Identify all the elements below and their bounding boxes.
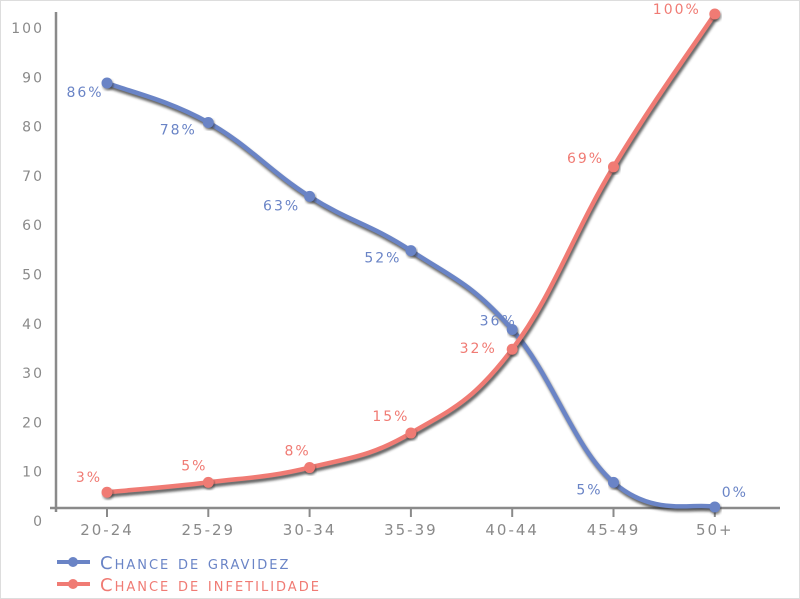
- y-tick-label: 40: [22, 317, 44, 333]
- data-point[interactable]: [709, 501, 721, 513]
- data-label: 100%: [653, 2, 701, 18]
- y-tick-label: 80: [22, 120, 44, 136]
- y-tick-label: 30: [22, 366, 44, 382]
- legend-label: Chance de infetilidade: [100, 575, 321, 596]
- data-label: 36%: [480, 314, 517, 330]
- data-point[interactable]: [101, 77, 113, 89]
- data-point[interactable]: [608, 476, 619, 488]
- data-point[interactable]: [202, 476, 214, 488]
- data-label: 3%: [76, 470, 102, 486]
- legend-item[interactable]: Chance de gravidez: [57, 553, 290, 574]
- data-point[interactable]: [608, 161, 619, 173]
- data-label: 69%: [567, 151, 604, 167]
- data-point[interactable]: [101, 486, 113, 498]
- series-pregnancy: 86% 78% 63% 52% 36% 5% 0%: [66, 77, 748, 515]
- legend-label: Chance de gravidez: [100, 553, 290, 574]
- data-label: 8%: [284, 444, 310, 460]
- data-point[interactable]: [506, 343, 518, 355]
- x-tick-label: 40-44: [485, 521, 539, 539]
- x-tick-label: 20-24: [80, 521, 134, 539]
- y-tick-label: 90: [22, 70, 44, 86]
- y-tick-label: 0: [33, 514, 44, 530]
- data-point[interactable]: [405, 427, 417, 439]
- data-label: 5%: [576, 482, 602, 498]
- data-label: 52%: [364, 251, 401, 267]
- x-tick-label: 30-34: [283, 521, 337, 539]
- data-point[interactable]: [405, 245, 417, 257]
- y-tick-label: 100: [11, 21, 44, 37]
- data-label: 15%: [372, 409, 409, 425]
- data-point[interactable]: [506, 324, 518, 336]
- data-point[interactable]: [202, 116, 214, 128]
- x-tick-label: 45-49: [587, 521, 641, 539]
- data-label: 32%: [460, 341, 497, 357]
- legend-swatch-marker: [68, 579, 78, 589]
- series-infertility: 3% 5% 8% 15% 32% 69% 100%: [76, 2, 722, 500]
- x-tick-label: 50+: [696, 521, 734, 539]
- y-tick-label: 60: [22, 218, 44, 234]
- y-tick-label: 10: [22, 465, 44, 481]
- data-label: 5%: [181, 458, 207, 474]
- data-label: 0%: [722, 485, 748, 501]
- x-tick-label: 25-29: [182, 521, 236, 539]
- y-tick-label: 50: [22, 268, 44, 284]
- legend-swatch-marker: [68, 557, 78, 567]
- data-label: 86%: [66, 85, 103, 101]
- y-tick-label: 20: [22, 415, 44, 431]
- data-point[interactable]: [304, 462, 316, 474]
- data-label: 63%: [263, 198, 300, 214]
- legend-item[interactable]: Chance de infetilidade: [57, 575, 321, 596]
- data-label: 78%: [160, 122, 197, 138]
- data-point[interactable]: [709, 8, 721, 20]
- data-point[interactable]: [304, 190, 316, 202]
- x-tick-label: 35-39: [384, 521, 438, 539]
- y-tick-label: 70: [22, 169, 44, 185]
